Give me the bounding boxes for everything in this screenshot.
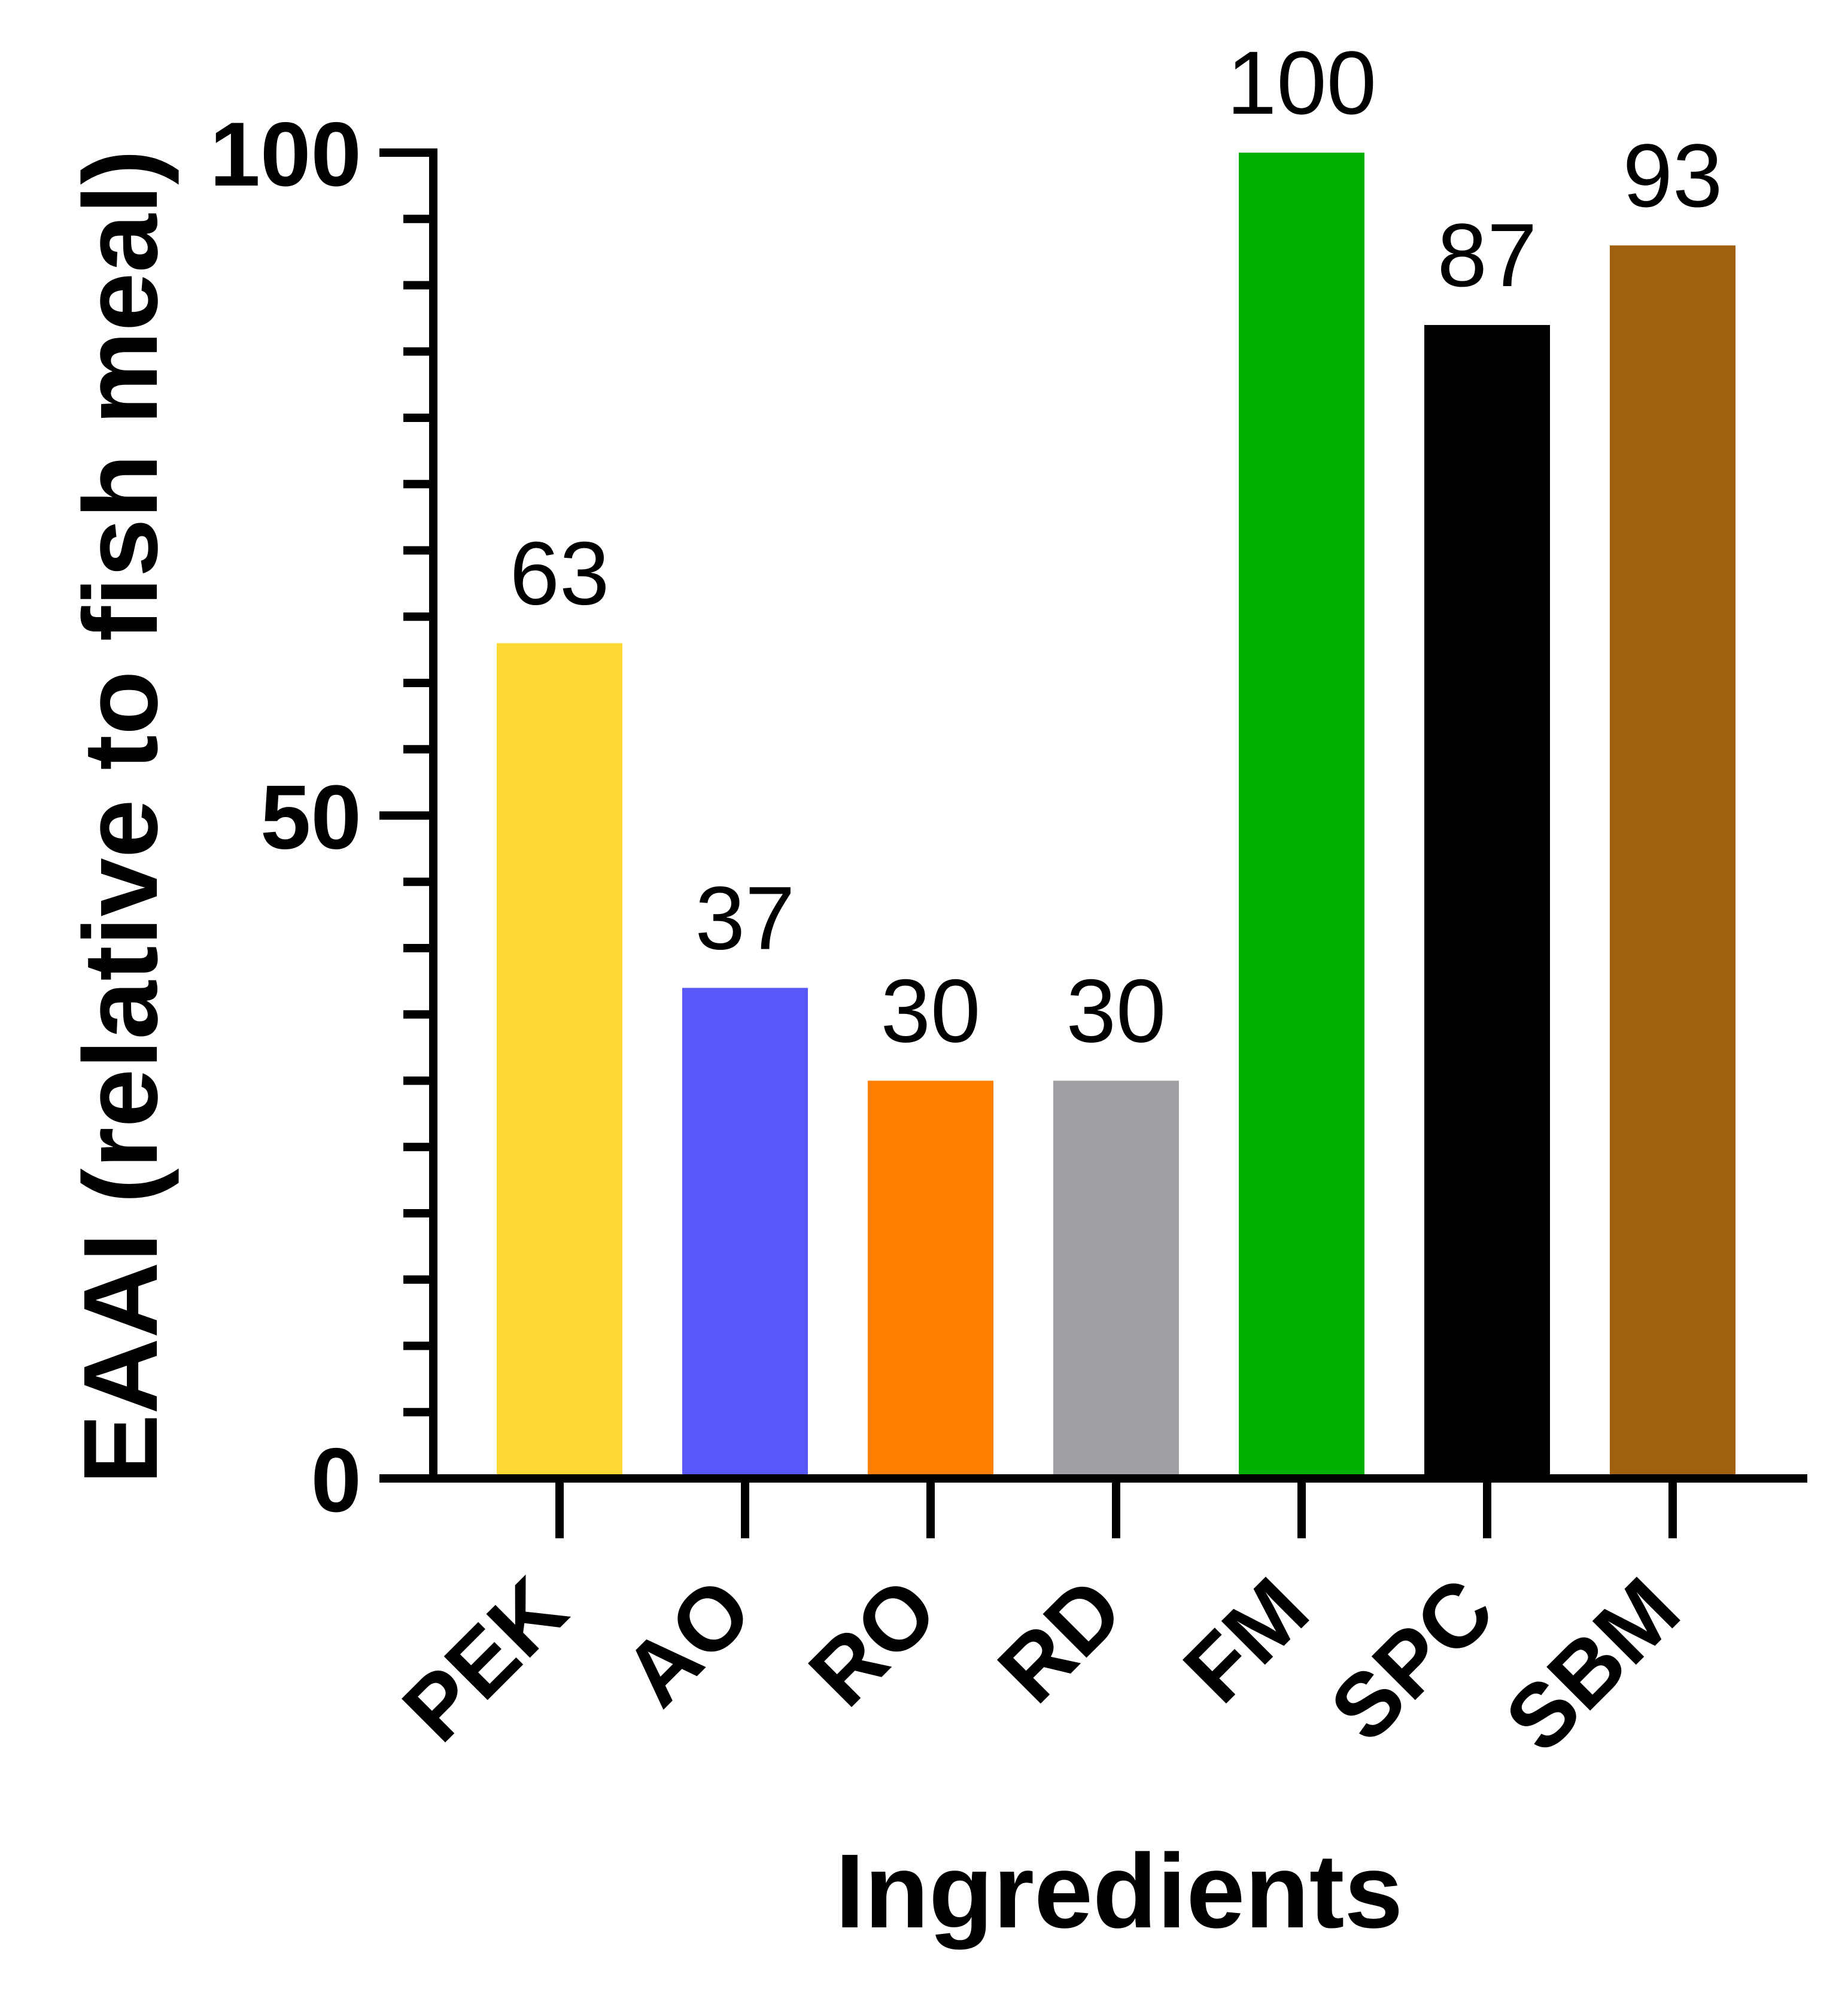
y-tick-label-100: 100: [209, 104, 361, 205]
value-label-pek: 63: [510, 523, 610, 624]
y-axis-title: EAAI (relative to fish meal): [62, 150, 180, 1484]
bar-fm: [1239, 153, 1364, 1478]
bar-sbm: [1610, 245, 1735, 1478]
category-label-sbm: SBM: [1486, 1559, 1698, 1771]
value-label-ao: 37: [695, 867, 795, 968]
y-tick-label-50: 50: [260, 767, 361, 869]
y-tick-label-0: 0: [311, 1429, 361, 1531]
bar-spc: [1424, 324, 1550, 1479]
category-label-spc: SPC: [1311, 1559, 1513, 1760]
bars-layer: [497, 153, 1735, 1479]
category-label-pek: PEK: [384, 1559, 585, 1760]
x-axis-title: Ingredients: [835, 1833, 1403, 1950]
category-label-ro: RO: [790, 1559, 956, 1725]
value-label-spc: 87: [1437, 205, 1537, 305]
value-labels: 63 37 30 30 100 87 93: [510, 32, 1723, 1061]
value-label-fm: 100: [1227, 32, 1376, 133]
value-label-ro: 30: [881, 961, 981, 1061]
bar-pek: [497, 643, 622, 1478]
category-label-fm: FM: [1165, 1559, 1327, 1721]
value-label-sbm: 93: [1623, 125, 1723, 226]
bar-ao: [682, 988, 808, 1478]
category-label-rd: RD: [979, 1559, 1142, 1721]
y-ticks: 0 50 100: [209, 104, 433, 1531]
x-ticks: [555, 1478, 1677, 1538]
value-label-rd: 30: [1066, 961, 1166, 1061]
bar-ro: [868, 1080, 993, 1478]
category-label-ao: AO: [604, 1559, 771, 1725]
bar-rd: [1053, 1080, 1179, 1478]
